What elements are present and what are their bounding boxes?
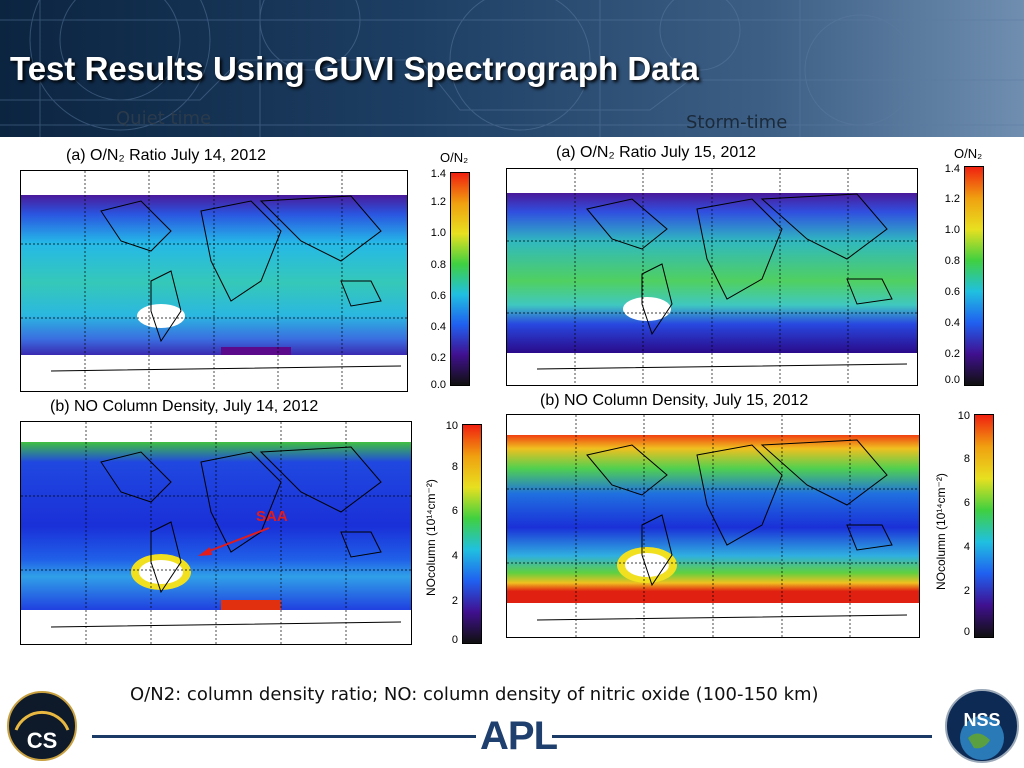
map-plot <box>507 169 917 385</box>
tick: 1.0 <box>944 224 960 236</box>
tick: 0.2 <box>944 348 960 360</box>
tick: 0.6 <box>944 286 960 298</box>
cbar-title-storm-on2: O/N₂ <box>954 146 983 161</box>
nss-logo: NSS <box>945 689 1019 763</box>
panel-title-storm-on2: (a) O/N₂ Ratio July 15, 2012 <box>556 144 757 161</box>
colorbar-storm-no <box>974 414 994 638</box>
apl-logo: APL <box>480 714 558 758</box>
tick: 2 <box>451 595 458 607</box>
tick: 8 <box>963 453 970 465</box>
tick: 1.4 <box>944 163 960 175</box>
tick: 0.4 <box>430 321 446 333</box>
circuit-pattern <box>0 0 1024 137</box>
tick: 0.0 <box>944 374 960 386</box>
tick: 10 <box>445 420 458 432</box>
tick: 1.2 <box>430 196 446 208</box>
tick: 1.2 <box>944 193 960 205</box>
panel-title-quiet-on2: (a) O/N₂ Ratio July 14, 2012 <box>66 147 267 164</box>
tick: 1.4 <box>430 168 446 180</box>
map-storm-on2 <box>506 168 918 386</box>
cbar-label-quiet-no: NOcolumn (10¹⁴cm⁻²) <box>424 479 438 596</box>
cbar-label-storm-no: NOcolumn (10¹⁴cm⁻²) <box>934 473 948 590</box>
colorbar-storm-on2 <box>964 166 984 386</box>
tick: 6 <box>451 505 458 517</box>
tick: 0.8 <box>944 255 960 267</box>
header-divider <box>500 137 1000 143</box>
footer-rule-right <box>552 735 932 738</box>
colorbar-quiet-on2 <box>450 172 470 386</box>
colorbar-quiet-no <box>462 424 482 644</box>
cs-logo: CS <box>7 691 77 761</box>
title-banner <box>0 0 1024 137</box>
cs-logo-text: CS <box>27 728 58 753</box>
footer-caption: O/N2: column density ratio; NO: column d… <box>130 684 819 705</box>
tick: 0.2 <box>430 352 446 364</box>
tick: 2 <box>963 585 970 597</box>
tick: 0 <box>451 634 458 646</box>
tick: 0.8 <box>430 259 446 271</box>
storm-time-label: Storm-time <box>686 112 788 133</box>
nss-logo-text: NSS <box>963 710 1000 730</box>
saa-arrow-icon <box>198 527 270 556</box>
saa-annotation: SAA <box>256 508 288 525</box>
panel-title-storm-no: (b) NO Column Density, July 15, 2012 <box>540 392 809 409</box>
cbar-title-quiet-on2: O/N₂ <box>440 150 469 165</box>
map-storm-no <box>506 414 920 638</box>
tick: 1.0 <box>430 227 446 239</box>
map-quiet-no <box>20 421 412 645</box>
tick: 0.0 <box>430 379 446 391</box>
tick: 8 <box>451 461 458 473</box>
map-plot <box>507 415 919 637</box>
panel-title-quiet-no: (b) NO Column Density, July 14, 2012 <box>50 398 319 415</box>
quiet-time-label: Quiet time <box>116 108 212 129</box>
tick: 0 <box>963 626 970 638</box>
tick: 4 <box>451 550 458 562</box>
tick: 6 <box>963 497 970 509</box>
tick: 0.6 <box>430 290 446 302</box>
tick: 10 <box>957 410 970 422</box>
map-quiet-on2 <box>20 170 408 392</box>
footer-rule-left <box>92 735 476 738</box>
tick: 4 <box>963 541 970 553</box>
tick: 0.4 <box>944 317 960 329</box>
slide-title: Test Results Using GUVI Spectrograph Dat… <box>10 50 699 87</box>
map-plot <box>21 171 407 391</box>
map-plot <box>21 422 411 644</box>
